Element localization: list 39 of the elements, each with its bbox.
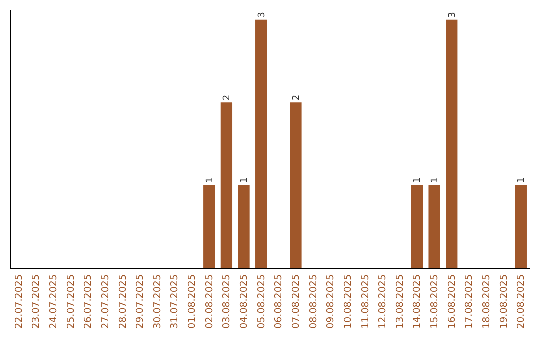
- x-tick-label: 29.07.2025: [135, 274, 146, 329]
- x-tick-label: 05.08.2025: [256, 274, 268, 329]
- x-tick-label: 13.08.2025: [394, 274, 406, 329]
- x-tick-label: 30.07.2025: [152, 274, 164, 329]
- x-tick-label: 26.07.2025: [83, 274, 94, 329]
- data-label: 2: [222, 94, 233, 101]
- data-label: 3: [257, 12, 268, 18]
- x-tick-label: 31.07.2025: [170, 274, 181, 329]
- x-tick-label: 22.07.2025: [14, 274, 25, 329]
- x-tick-label: 06.08.2025: [274, 274, 285, 329]
- data-label: 1: [205, 178, 216, 184]
- x-tick-label: 08.08.2025: [308, 274, 320, 329]
- x-tick-label: 25.07.2025: [66, 274, 77, 329]
- x-tick-label: 12.08.2025: [378, 274, 389, 329]
- x-tick-label: 16.08.2025: [446, 274, 458, 329]
- x-tick-label: 03.08.2025: [222, 274, 233, 329]
- x-tick-label: 27.07.2025: [100, 274, 112, 329]
- data-label: 1: [430, 178, 441, 184]
- x-tick-label: 04.08.2025: [239, 274, 250, 329]
- x-tick-label: 11.08.2025: [360, 274, 372, 329]
- x-tick-label: 18.08.2025: [482, 274, 493, 329]
- x-tick-label: 10.08.2025: [342, 274, 354, 329]
- x-tick-label: 07.08.2025: [290, 274, 302, 329]
- data-label: 1: [517, 178, 528, 184]
- data-label: 3: [448, 12, 458, 18]
- x-tick-label: 19.08.2025: [498, 274, 510, 329]
- x-tick-label: 02.08.2025: [204, 274, 216, 329]
- x-tick-label: 20.08.2025: [516, 274, 528, 329]
- x-tick-label: 17.08.2025: [464, 274, 476, 329]
- x-tick-label: 15.08.2025: [430, 274, 441, 329]
- data-label: 1: [240, 178, 250, 184]
- x-tick-label: 01.08.2025: [187, 274, 198, 329]
- x-tick-label: 24.07.2025: [48, 274, 60, 329]
- x-tick-label: 23.07.2025: [31, 274, 42, 329]
- x-tick-label: 28.07.2025: [118, 274, 129, 329]
- x-tick-label: 14.08.2025: [412, 274, 424, 329]
- data-label: 1: [413, 178, 424, 184]
- data-label: 2: [292, 94, 302, 101]
- x-tick-label: 09.08.2025: [326, 274, 337, 329]
